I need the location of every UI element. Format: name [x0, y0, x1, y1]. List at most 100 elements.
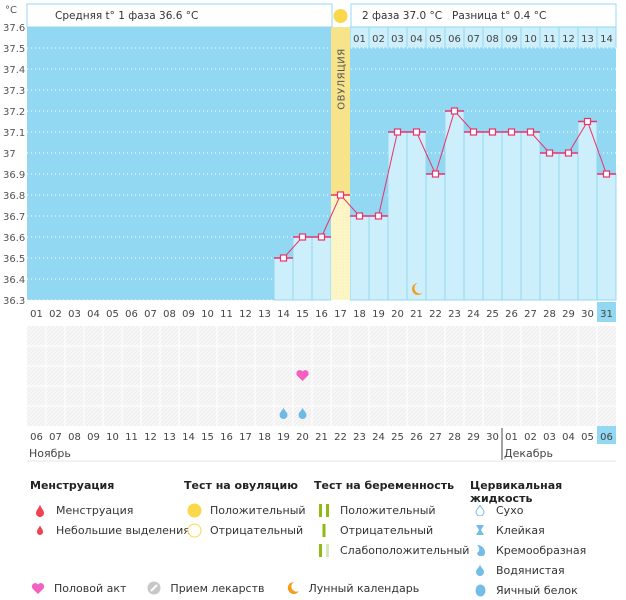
temperature-point — [469, 128, 478, 136]
phase2-day-label: 06 — [448, 34, 461, 45]
y-tick-label: 37.5 — [3, 44, 25, 55]
calendar-date: 06 — [30, 432, 43, 443]
calendar-date: 11 — [125, 432, 138, 443]
heart-icon — [296, 370, 309, 381]
phase2-header — [350, 3, 617, 28]
y-tick-label: 36.9 — [3, 170, 25, 181]
y-tick-label: 36.8 — [3, 191, 25, 202]
y-tick-label: 36.5 — [3, 254, 25, 265]
cycle-day-label: 08 — [163, 309, 176, 320]
temperature-point — [279, 254, 288, 262]
temperature-point — [317, 233, 326, 241]
month-label: Декабрь — [504, 447, 553, 460]
cycle-day-label: 02 — [49, 309, 62, 320]
pill-icon — [144, 581, 164, 595]
moon-icon — [412, 283, 423, 295]
temperature-point — [602, 170, 611, 178]
temperature-point — [412, 128, 421, 136]
temperature-point — [488, 128, 497, 136]
month-label: Ноябрь — [29, 447, 71, 460]
legend-item: Менструация — [30, 500, 190, 520]
cycle-day-label: 19 — [372, 309, 385, 320]
legend-item: Отрицательный — [314, 520, 469, 540]
y-tick-label: 37 — [3, 149, 16, 160]
cycle-day-label: 18 — [353, 309, 366, 320]
watery-drop-icon — [279, 407, 288, 419]
calendar-date: 13 — [163, 432, 176, 443]
cycle-day-label: 22 — [429, 309, 442, 320]
single-line-icon — [314, 523, 334, 537]
cycle-day-label: 25 — [486, 309, 499, 320]
calendar-date: 25 — [391, 432, 404, 443]
today-highlight — [597, 426, 616, 444]
calendar-date: 18 — [258, 432, 271, 443]
legend-item: Яичный белок — [470, 580, 626, 600]
temperature-bar — [596, 173, 617, 301]
calendar-date: 28 — [448, 432, 461, 443]
temperature-point — [393, 128, 402, 136]
calendar-date: 05 — [581, 432, 594, 443]
temperature-bar — [463, 131, 484, 301]
temperature-point — [355, 212, 364, 220]
calendar-date: 23 — [353, 432, 366, 443]
calendar-date: 14 — [182, 432, 195, 443]
phase2-day-label: 09 — [505, 34, 518, 45]
legend-label: Отрицательный — [210, 523, 304, 537]
calendar-date: 04 — [562, 432, 575, 443]
calendar-date: 20 — [296, 432, 309, 443]
legend-item: Отрицательный — [184, 520, 306, 540]
legend-item: Сухо — [470, 500, 626, 520]
legend-label: Кремообразная — [496, 543, 587, 557]
temperature-bar — [520, 131, 541, 301]
temperature-point — [336, 191, 345, 199]
legend-label: Слабоположительный — [340, 543, 470, 557]
legend-label: Отрицательный — [340, 523, 434, 537]
calendar-date: 24 — [372, 432, 385, 443]
temperature-bar — [406, 131, 427, 301]
calendar-date: 21 — [315, 432, 328, 443]
calendar-date: 16 — [220, 432, 233, 443]
phase2-day-label: 08 — [486, 34, 499, 45]
temperature-point — [431, 170, 440, 178]
watery-icon — [470, 564, 490, 576]
temperature-bar — [425, 173, 446, 301]
temperature-point — [507, 128, 516, 136]
legend-pregnancy-test: Тест на беременность Положительный Отриц… — [314, 479, 469, 560]
phase2-day-label: 02 — [372, 34, 385, 45]
y-tick-label: 37.4 — [3, 65, 25, 76]
phase1-header — [26, 3, 333, 28]
heart-icon — [28, 582, 48, 594]
cycle-day-label: 12 — [239, 309, 252, 320]
legend-item: Половой акт — [28, 578, 126, 598]
spotting-drop-icon — [30, 525, 50, 535]
y-tick-label: 37.1 — [3, 128, 25, 139]
legend-label: Половой акт — [54, 581, 127, 595]
cycle-day-label: 06 — [125, 309, 138, 320]
legend-label: Яичный белок — [496, 583, 578, 597]
y-tick-label: 37.3 — [3, 86, 25, 97]
calendar-date: 22 — [334, 432, 347, 443]
bbt-chart: °C ОВУЛЯЦИЯ Средняя t° 1 фаза 36.6 °C 2 … — [3, 3, 617, 462]
legend-item: Небольшие выделения — [30, 520, 190, 540]
legend-menstruation: Менструация Менструация Небольшие выделе… — [30, 479, 190, 540]
calendar-date: 29 — [467, 432, 480, 443]
ovulation-sun-icon — [333, 9, 348, 23]
temperature-point — [374, 212, 383, 220]
temperature-point — [450, 107, 459, 115]
cycle-day-label: 07 — [144, 309, 157, 320]
calendar-date: 12 — [144, 432, 157, 443]
y-axis-unit: °C — [5, 5, 17, 16]
temperature-bar — [273, 257, 294, 301]
cycle-day-label: 24 — [467, 309, 480, 320]
egg-white-icon — [470, 584, 490, 597]
phase2-day-label: 05 — [429, 34, 442, 45]
temperature-point — [564, 149, 573, 157]
calendar-date: 15 — [201, 432, 214, 443]
legend-item: Прием лекарств — [144, 578, 265, 598]
cycle-day-label: 27 — [524, 309, 537, 320]
cycle-day-label: 15 — [296, 309, 309, 320]
current-day-highlight — [597, 302, 616, 322]
legend-label: Менструация — [56, 503, 134, 517]
temperature-bar — [482, 131, 503, 301]
phase2-day-label: 10 — [524, 34, 537, 45]
